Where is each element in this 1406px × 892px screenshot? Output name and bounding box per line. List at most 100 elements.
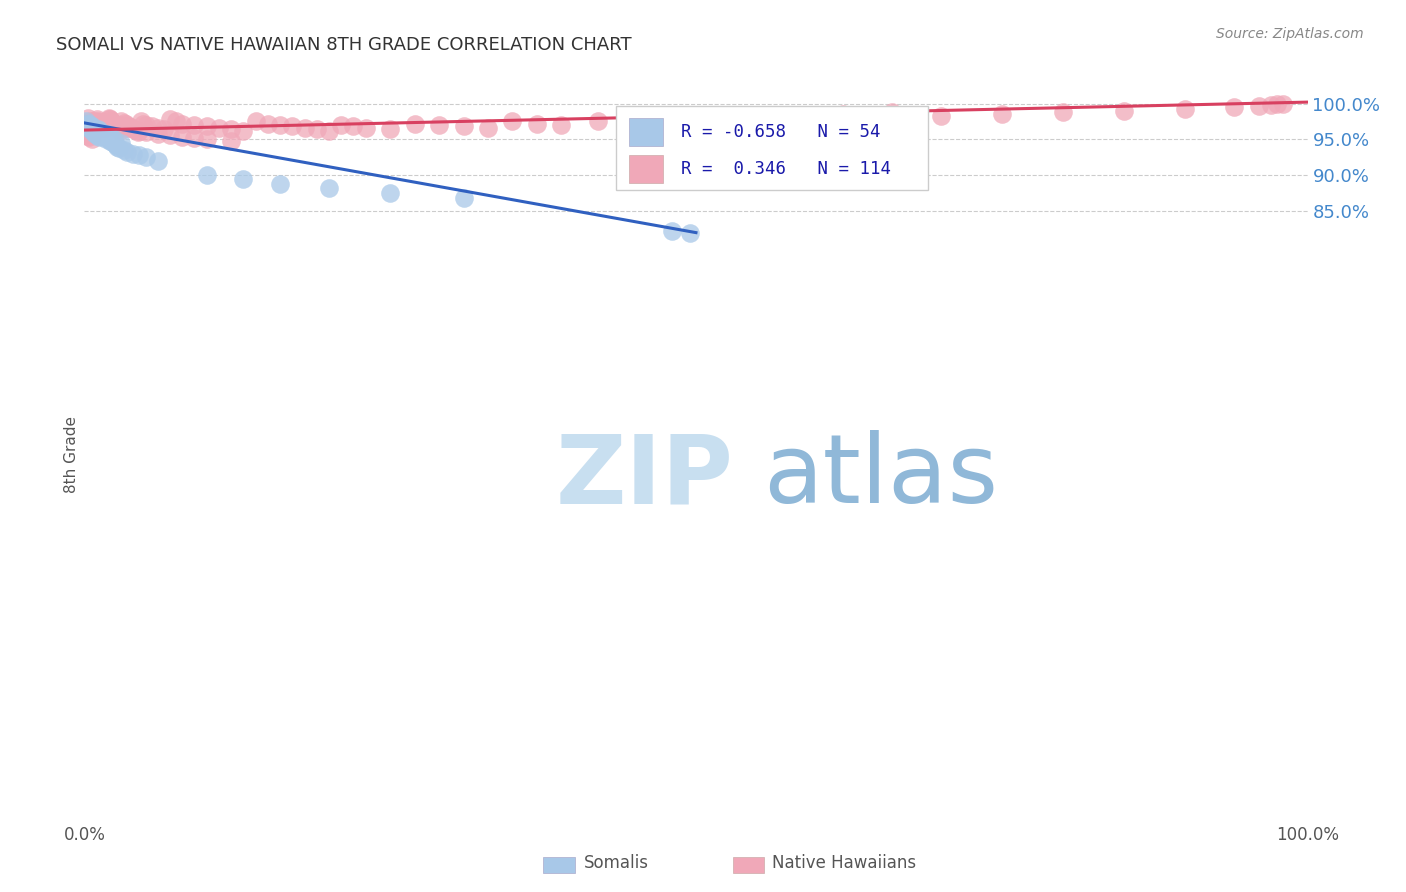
FancyBboxPatch shape [543, 857, 575, 873]
Point [159, 128, 181, 142]
Point [97, 132, 120, 146]
Point [502, 114, 524, 128]
Point [86, 121, 108, 136]
Point [91, 120, 114, 134]
Point [269, 177, 291, 191]
Point [380, 122, 402, 136]
Text: Native Hawaiians: Native Hawaiians [772, 854, 915, 872]
Point [219, 122, 242, 136]
Point [89, 117, 111, 131]
Point [257, 117, 280, 131]
Point [110, 114, 132, 128]
Point [477, 120, 499, 135]
Point [146, 127, 169, 141]
Text: ZIP: ZIP [555, 430, 733, 524]
Point [75, 114, 97, 128]
Point [86, 112, 108, 127]
Point [82, 120, 104, 135]
Point [84, 124, 107, 138]
Point [125, 123, 148, 137]
Text: SOMALI VS NATIVE HAWAIIAN 8TH GRADE CORRELATION CHART: SOMALI VS NATIVE HAWAIIAN 8TH GRADE CORR… [56, 36, 631, 54]
Point [76, 118, 98, 132]
Point [105, 139, 128, 153]
Point [112, 143, 135, 157]
Point [661, 224, 683, 238]
Point [550, 118, 572, 132]
Point [1247, 98, 1270, 112]
Point [380, 186, 402, 201]
Point [97, 111, 120, 125]
Point [101, 135, 124, 149]
Point [96, 117, 118, 131]
Point [93, 120, 115, 135]
Point [79, 114, 101, 128]
Point [245, 114, 267, 128]
Point [232, 124, 254, 138]
Point [90, 126, 112, 140]
Point [86, 117, 108, 131]
Point [427, 118, 450, 132]
Point [132, 117, 155, 131]
Point [1272, 96, 1295, 111]
Point [93, 128, 115, 143]
Y-axis label: 8th Grade: 8th Grade [63, 417, 79, 493]
Point [107, 122, 129, 136]
Point [100, 113, 122, 128]
Point [115, 145, 138, 160]
Point [1260, 98, 1282, 112]
FancyBboxPatch shape [616, 106, 928, 190]
Point [135, 118, 157, 132]
Point [108, 124, 131, 138]
Point [100, 130, 122, 145]
Point [269, 118, 291, 132]
Point [87, 113, 110, 128]
Point [77, 118, 100, 132]
Point [586, 114, 609, 128]
Point [183, 131, 205, 145]
Point [79, 121, 101, 136]
Point [94, 115, 117, 129]
Point [734, 117, 756, 131]
Point [96, 131, 118, 145]
Point [89, 124, 111, 138]
Point [84, 127, 107, 141]
Text: atlas: atlas [763, 430, 998, 524]
Point [80, 123, 103, 137]
Point [77, 130, 100, 145]
Point [294, 120, 316, 135]
Point [195, 132, 218, 146]
Point [77, 120, 100, 134]
Point [112, 116, 135, 130]
Point [98, 134, 121, 148]
Point [94, 130, 117, 145]
Point [1114, 103, 1136, 118]
FancyBboxPatch shape [628, 155, 664, 183]
Point [697, 114, 720, 128]
Text: R = -0.658   N = 54: R = -0.658 N = 54 [682, 123, 880, 141]
Point [1174, 103, 1197, 117]
Point [679, 226, 702, 240]
Point [110, 136, 132, 150]
Point [103, 117, 125, 131]
Point [661, 112, 683, 127]
Point [128, 148, 150, 162]
Point [82, 124, 104, 138]
Point [107, 141, 129, 155]
Point [97, 128, 120, 143]
Point [83, 119, 105, 133]
Point [208, 120, 231, 135]
Point [281, 120, 304, 134]
Point [107, 118, 129, 132]
Point [219, 134, 242, 148]
Point [87, 121, 110, 136]
Point [991, 107, 1014, 121]
Point [129, 114, 152, 128]
Point [127, 124, 149, 138]
Point [104, 117, 127, 131]
Point [100, 114, 122, 128]
Point [101, 115, 124, 129]
Point [76, 117, 98, 131]
Text: Source: ZipAtlas.com: Source: ZipAtlas.com [1216, 27, 1364, 41]
Point [97, 128, 120, 142]
Point [86, 125, 108, 139]
